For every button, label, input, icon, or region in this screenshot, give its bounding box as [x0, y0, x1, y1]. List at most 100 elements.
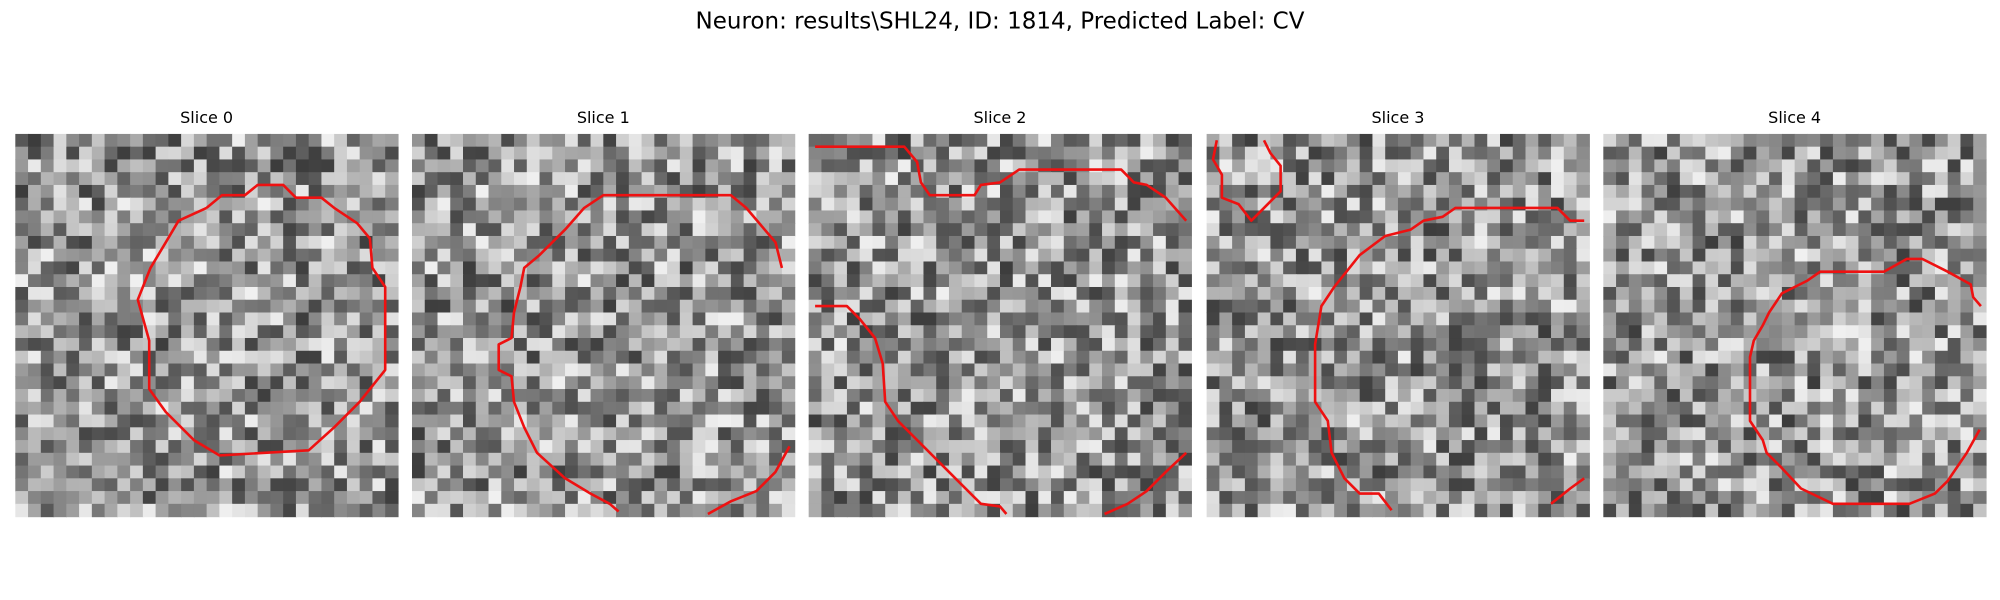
pixel [1232, 210, 1246, 224]
pixel [1346, 325, 1361, 339]
pixel [1244, 478, 1259, 492]
pixel [1423, 274, 1437, 288]
pixel [104, 503, 118, 518]
pixel [1270, 197, 1284, 212]
pixel [244, 210, 259, 224]
pixel [385, 389, 399, 403]
pixel [1127, 414, 1141, 428]
pixel [834, 389, 848, 403]
pixel [155, 286, 169, 301]
pixel [91, 363, 106, 377]
pixel [1076, 184, 1090, 199]
pixel [616, 376, 630, 390]
pixel [321, 248, 335, 263]
pixel [155, 376, 169, 390]
pixel [66, 478, 80, 492]
pixel [1922, 197, 1936, 212]
pixel [692, 427, 706, 441]
pixel [1705, 235, 1719, 250]
pixel [1871, 503, 1885, 518]
pixel [411, 210, 426, 224]
pixel [1487, 133, 1501, 148]
pixel [1820, 389, 1834, 403]
pixel [1730, 452, 1745, 467]
pixel [1206, 414, 1220, 428]
pixel [1909, 286, 1923, 301]
pixel [1820, 235, 1834, 250]
pixel [781, 350, 796, 365]
pixel [641, 235, 655, 250]
pixel [1436, 389, 1450, 403]
pixel [781, 210, 796, 224]
pixel [1283, 350, 1297, 365]
pixel [1346, 478, 1361, 492]
pixel [821, 159, 835, 173]
pixel [1140, 299, 1154, 314]
pixel [1385, 389, 1399, 403]
pixel [193, 210, 208, 224]
pixel [501, 197, 515, 212]
pixel [1232, 235, 1246, 250]
pixel [846, 338, 861, 352]
pixel [270, 376, 284, 390]
pixel [1308, 146, 1323, 161]
pixel [1063, 184, 1078, 199]
pixel [552, 274, 566, 288]
pixel [1769, 465, 1783, 479]
pixel [1012, 325, 1027, 339]
pixel [475, 235, 490, 250]
pixel [437, 401, 451, 416]
pixel [821, 350, 835, 365]
pixel [1576, 261, 1590, 275]
pixel [1563, 312, 1578, 326]
pixel [1896, 274, 1911, 288]
pixel [974, 389, 988, 403]
pixel [1654, 503, 1668, 518]
pixel [1500, 389, 1514, 403]
pixel [1244, 274, 1259, 288]
pixel [641, 376, 655, 390]
pixel [244, 363, 259, 377]
pixel [501, 261, 515, 275]
pixel [616, 325, 630, 339]
pixel [872, 401, 886, 416]
pixel [974, 363, 988, 377]
pixel [1410, 312, 1425, 326]
pixel [1718, 350, 1732, 365]
pixel [1858, 223, 1872, 237]
pixel [1178, 248, 1192, 263]
pixel [475, 146, 490, 161]
pixel [1781, 274, 1796, 288]
pixel [1576, 465, 1590, 479]
pixel [781, 325, 796, 339]
pixel [1257, 414, 1272, 428]
pixel [206, 299, 220, 314]
pixel [616, 503, 630, 518]
pixel [539, 210, 553, 224]
pixel [859, 452, 874, 467]
pixel [910, 350, 925, 365]
pixel [1178, 427, 1192, 441]
pixel [1730, 248, 1745, 263]
pixel [1883, 286, 1898, 301]
pixel [1551, 210, 1565, 224]
pixel [872, 325, 886, 339]
pixel [1960, 338, 1974, 352]
pixel [756, 133, 770, 148]
pixel [1756, 376, 1770, 390]
pixel [1576, 427, 1590, 441]
pixel [1487, 274, 1501, 288]
pixel [616, 172, 630, 186]
pixel [1512, 248, 1527, 263]
pixel [1114, 172, 1129, 186]
pixel [923, 172, 937, 186]
pixel [450, 363, 464, 377]
pixel [1474, 223, 1488, 237]
pixel [1089, 286, 1103, 301]
pixel [40, 452, 55, 467]
pixel [1346, 350, 1361, 365]
pixel [1410, 452, 1425, 467]
pixel [1423, 363, 1437, 377]
pixel [1461, 184, 1476, 199]
pixel [1512, 184, 1527, 199]
